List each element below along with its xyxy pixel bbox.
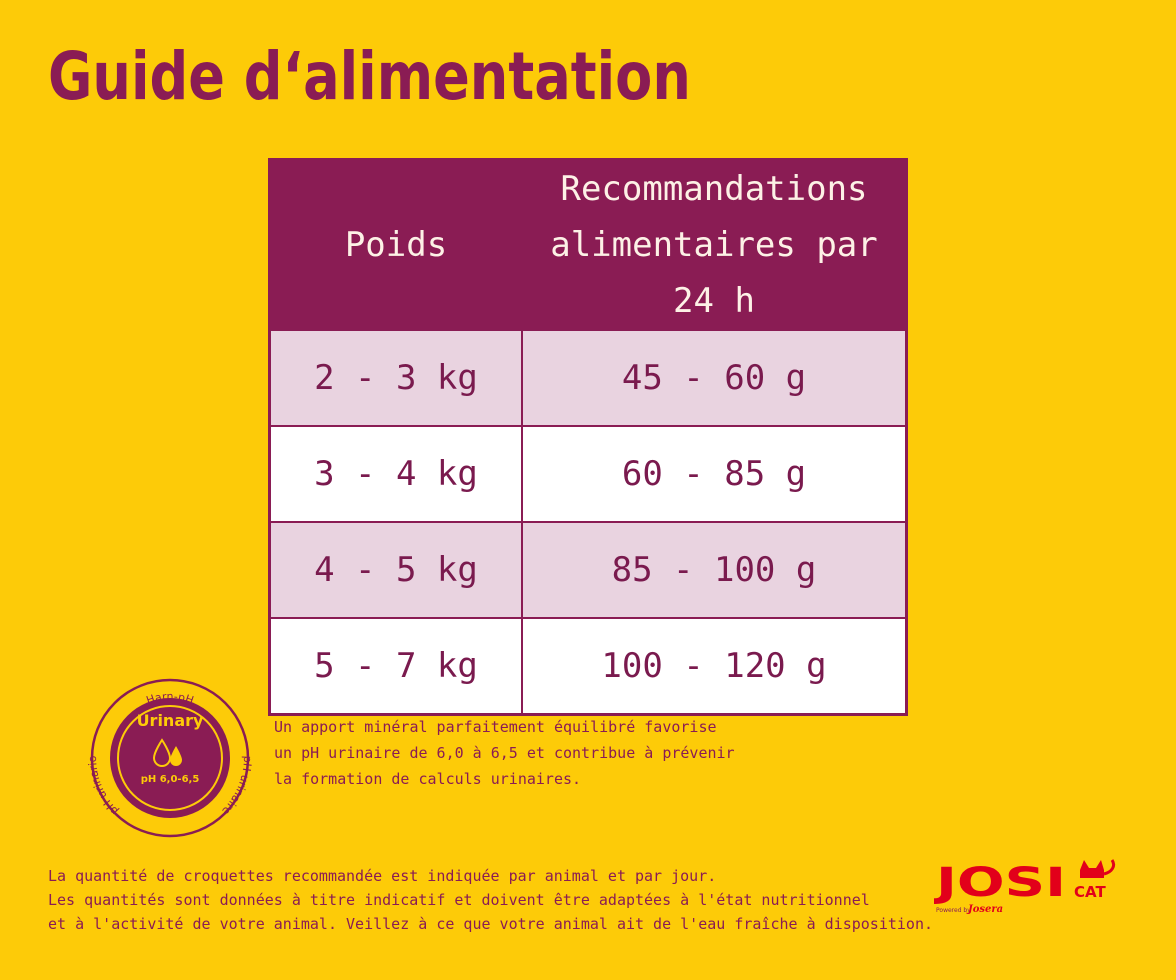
logo-sub: CAT — [1074, 883, 1106, 901]
urinary-note: Un apport minéral parfaitement équilibré… — [274, 714, 735, 792]
header-recommendation: Recommandations alimentaires par 24 h — [521, 158, 908, 331]
table-row: 2 - 3 kg 45 - 60 g — [268, 329, 908, 427]
weight-cell: 5 - 7 kg — [268, 617, 523, 716]
badge-ph: pH 6,0-6,5 — [141, 774, 200, 785]
weight-cell: 4 - 5 kg — [268, 521, 523, 619]
note-line: Un apport minéral parfaitement équilibré… — [274, 718, 717, 736]
table-row: 3 - 4 kg 60 - 85 g — [268, 425, 908, 523]
table-row: 4 - 5 kg 85 - 100 g — [268, 521, 908, 619]
josicat-logo: JOSI CAT Powered by Josera — [934, 859, 1116, 915]
note-line: la formation de calculs urinaires. — [274, 770, 582, 788]
page-title: Guide d‘alimentation — [48, 38, 691, 115]
badge-inner-ring — [117, 705, 223, 811]
amount-cell: 100 - 120 g — [521, 617, 908, 716]
drop-icon — [152, 738, 182, 767]
footer-text: La quantité de croquettes recommandée es… — [48, 864, 933, 936]
badge-label: Urinary — [137, 711, 204, 730]
amount-cell: 45 - 60 g — [521, 329, 908, 427]
logo-brand: JOSI — [934, 860, 1066, 906]
footer-line: La quantité de croquettes recommandée es… — [48, 867, 717, 885]
header-weight: Poids — [268, 158, 523, 331]
logo-powered: Powered by — [936, 907, 971, 914]
header-recommendation-line1: Recommandations — [560, 169, 868, 209]
footer-line: et à l'activité de votre animal. Veillez… — [48, 915, 934, 933]
badge-top-text: Harn-pH — [145, 690, 196, 707]
amount-cell: 60 - 85 g — [521, 425, 908, 523]
amount-cell: 85 - 100 g — [521, 521, 908, 619]
urinary-ph-badge: Harn-pH pH urinario pH urinaire Urinary … — [86, 678, 254, 838]
note-line: un pH urinaire de 6,0 à 6,5 et contribue… — [274, 744, 735, 762]
footer-line: Les quantités sont données à titre indic… — [48, 891, 870, 909]
header-recommendation-line2: alimentaires par 24 h — [550, 225, 878, 321]
table-header-row: Poids Recommandations alimentaires par 2… — [268, 158, 908, 331]
badge-outer-ring — [90, 678, 250, 838]
feeding-table: Poids Recommandations alimentaires par 2… — [268, 158, 908, 716]
weight-cell: 3 - 4 kg — [268, 425, 523, 523]
logo-maker: Josera — [966, 904, 1003, 915]
weight-cell: 2 - 3 kg — [268, 329, 523, 427]
cat-icon — [1080, 859, 1116, 878]
table-row: 5 - 7 kg 100 - 120 g — [268, 617, 908, 716]
